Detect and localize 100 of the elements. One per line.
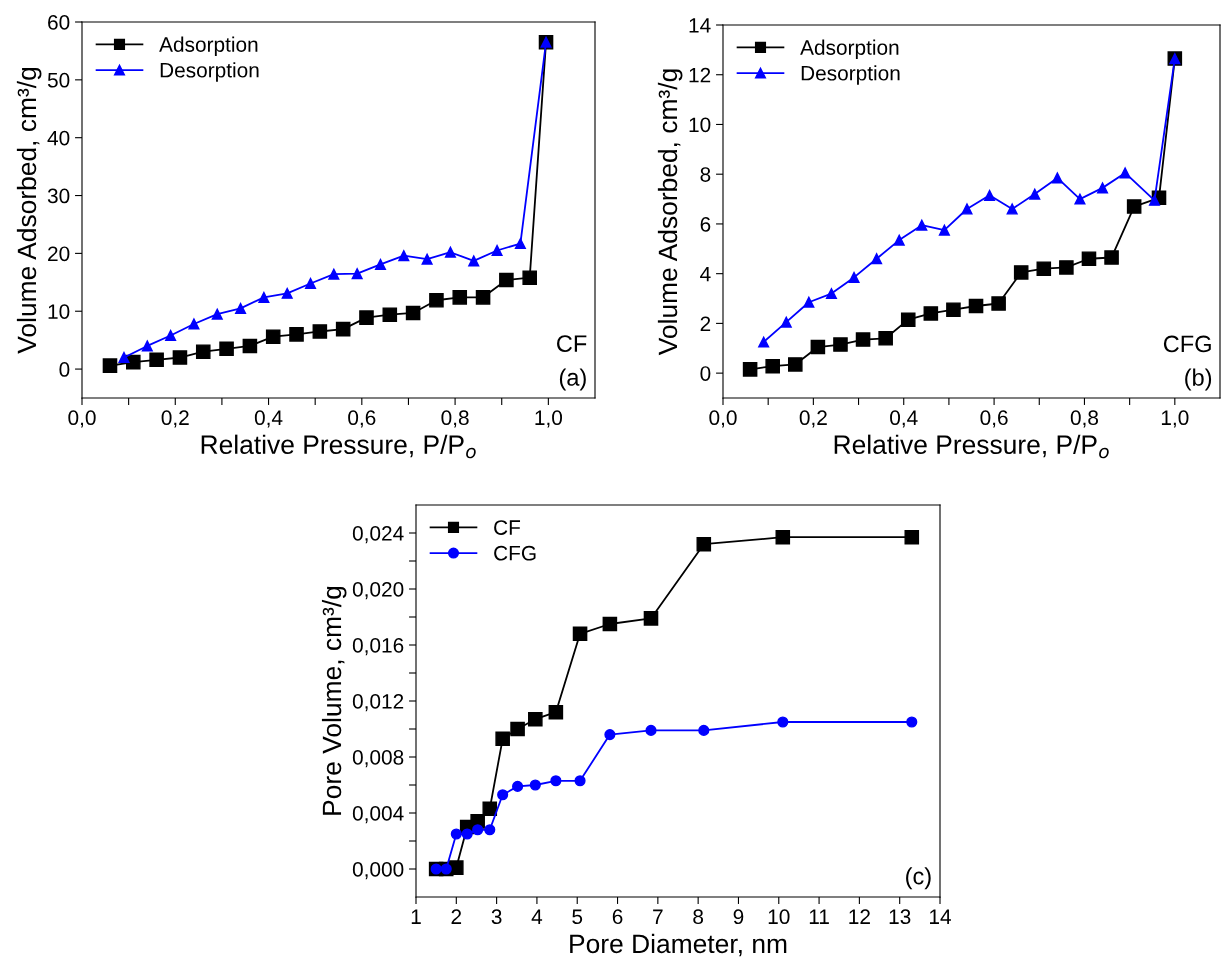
legend-label: Adsorption [800,39,899,59]
point [900,312,916,327]
x-tick-label: 0,4 [254,410,283,428]
point [1006,203,1018,215]
annotation: (c) [906,867,931,890]
point [172,350,188,365]
point [604,729,616,741]
annotation: CFG [1163,335,1211,353]
y-tick-label: 2 [700,316,711,331]
y-tick-label: 0,020 [352,582,404,600]
x-tick-label: 11 [809,909,829,924]
point [780,316,792,328]
point [450,828,462,840]
y-axis-title: Volume Adsorbed, cm³/g [657,69,683,356]
y-tick-label: 0,000 [352,862,404,880]
point [906,716,918,728]
point [1119,167,1131,179]
point [468,255,480,267]
legend-label: CF [494,520,521,535]
x-tick-label: 14 [930,909,951,924]
point [421,253,433,265]
point [803,296,815,308]
point [211,308,223,320]
point [1104,250,1119,265]
point [833,337,848,352]
y-tick-label: 4 [700,266,711,282]
point [118,351,130,364]
point [946,302,961,318]
y-tick-label: 0 [700,366,711,381]
point [1096,182,1109,194]
x-tick-label: 0,6 [348,410,376,428]
legend-label: CFG [494,545,536,561]
x-tick-label: 2 [451,909,462,924]
point [398,250,410,262]
point [643,611,659,626]
y-tick-label: 0,016 [352,638,404,656]
point [775,529,791,545]
x-tick-label: 0,6 [980,410,1008,428]
legend-label: Adsorption [159,36,258,56]
point [848,271,860,283]
x-tick-label: 1,0 [535,410,563,428]
point [219,341,234,357]
y-axis-title: Pore Volume, cm³/g [321,586,347,815]
point [335,321,351,337]
x-tick-label: 0,0 [709,410,737,428]
point [351,268,363,280]
point [968,298,984,314]
annotation: (a) [559,368,586,391]
y-tick-label: 6 [700,216,711,232]
x-tick-label: 0,8 [441,410,469,428]
point [991,296,1006,311]
point [550,775,562,787]
point [548,704,564,720]
point [522,270,538,285]
x-tick-label: 9 [733,909,744,925]
legend-label: Desorption [801,65,900,85]
point [1148,194,1161,206]
point [878,331,893,346]
y-tick-label: 0,008 [352,750,404,768]
point [149,352,164,368]
y-tick-label: 0,012 [352,694,404,712]
point [444,246,456,258]
x-tick-label: 4 [531,909,543,924]
point [281,287,293,299]
point [475,290,491,305]
point [825,288,837,300]
y-tick-label: 30 [47,188,70,204]
legend-label: Desorption [160,62,259,82]
point [195,344,211,360]
point [289,327,304,342]
x-tick-label: 0,2 [161,410,189,428]
point [491,244,503,257]
point [574,775,586,787]
point [645,724,657,736]
point [235,302,247,314]
y-tick-label: 0,024 [352,526,404,544]
point [1029,188,1041,200]
point [374,258,387,270]
x-tick-label: 1,0 [1161,410,1189,428]
y-axis-title: Volume Adsorbed, cm³/g [16,67,42,354]
x-tick-label: 0,4 [890,410,918,428]
point [528,711,543,727]
x-tick-label: 0,0 [68,410,96,428]
point [529,779,541,791]
x-tick-label: 0,8 [1070,410,1099,428]
y-tick-label: 12 [689,67,711,83]
point [938,224,950,236]
point [777,716,789,728]
y-tick-label: 0,004 [352,806,404,824]
point [482,801,498,817]
point [510,721,525,737]
point [758,336,770,348]
point [923,306,939,321]
point [984,189,996,201]
y-tick-label: 10 [48,304,70,319]
point [495,731,510,747]
point [429,292,444,308]
point [1036,261,1052,276]
y-tick-label: 14 [689,18,711,33]
point [102,358,118,373]
